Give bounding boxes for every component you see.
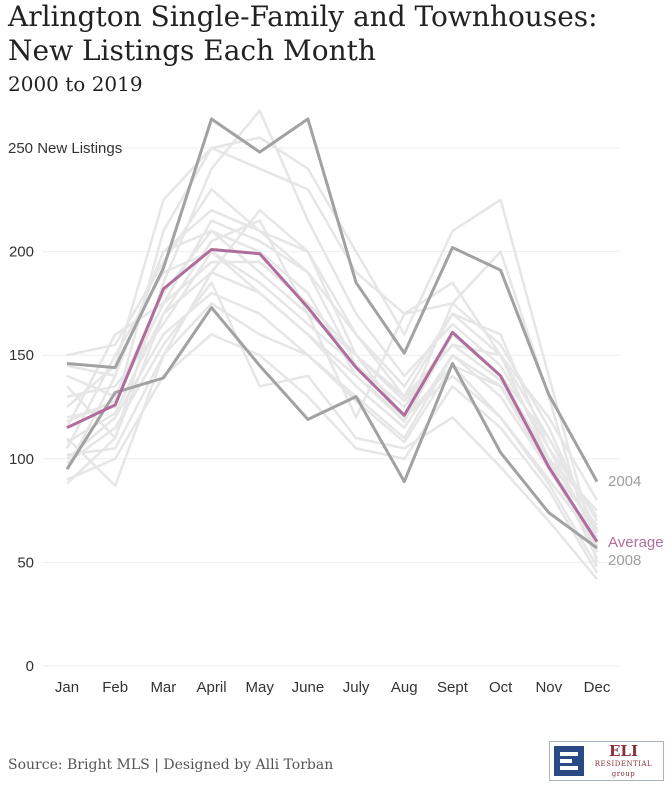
x-tick-label-july: July — [343, 679, 370, 696]
y-tick-label-0: 0 — [26, 658, 34, 675]
company-logo: ELI RESIDENTIAL group — [549, 741, 664, 781]
x-tick-label-feb: Feb — [102, 679, 128, 696]
logo-wordmark: ELI RESIDENTIAL group — [584, 743, 663, 779]
series-line-background-10 — [66, 136, 599, 553]
series-label-2004: 2004 — [608, 473, 641, 490]
series-line-2004 — [66, 117, 599, 483]
y-tick-label-100: 100 — [9, 451, 34, 468]
series-line-background-18 — [66, 219, 599, 534]
logo-name: ELI — [609, 742, 638, 760]
x-tick-label-aug: Aug — [391, 679, 418, 696]
series-line-background-12 — [66, 333, 599, 574]
series-line-background-14 — [66, 302, 599, 568]
x-tick-label-april: April — [197, 679, 227, 696]
y-tick-label-200: 200 — [9, 244, 34, 261]
series-line-2008 — [65, 306, 598, 550]
x-tick-label-may: May — [246, 679, 275, 696]
y-tick-label-250: 250 New Listings — [8, 140, 122, 157]
chart-title: Arlington Single-Family and Townhouses: … — [8, 0, 598, 68]
logo-sub-2: group — [611, 770, 636, 778]
x-tick-label-oct: Oct — [489, 679, 513, 696]
series-line-average — [66, 248, 599, 543]
series-line-background-15 — [66, 208, 599, 530]
x-tick-label-jan: Jan — [55, 679, 79, 696]
y-tick-label-150: 150 — [9, 347, 34, 364]
x-tick-label-june: June — [292, 679, 325, 696]
y-tick-label-50: 50 — [17, 554, 34, 571]
series-label-average: Average — [608, 534, 664, 551]
x-tick-label-mar: Mar — [150, 679, 176, 696]
logo-mark-icon — [554, 746, 584, 776]
series-line-background-5 — [66, 291, 598, 526]
source-credit: Source: Bright MLS | Designed by Alli To… — [8, 757, 334, 773]
x-tick-label-sept: Sept — [437, 679, 469, 696]
x-tick-label-dec: Dec — [584, 679, 611, 696]
chart-subtitle: 2000 to 2019 — [8, 72, 143, 96]
series-label-2008: 2008 — [608, 552, 641, 569]
series-line-background-3 — [66, 146, 599, 501]
x-tick-label-nov: Nov — [535, 679, 562, 696]
title-line-2: New Listings Each Month — [8, 34, 376, 67]
title-line-1: Arlington Single-Family and Townhouses: — [8, 0, 598, 33]
logo-sub-1: RESIDENTIAL — [594, 760, 653, 768]
